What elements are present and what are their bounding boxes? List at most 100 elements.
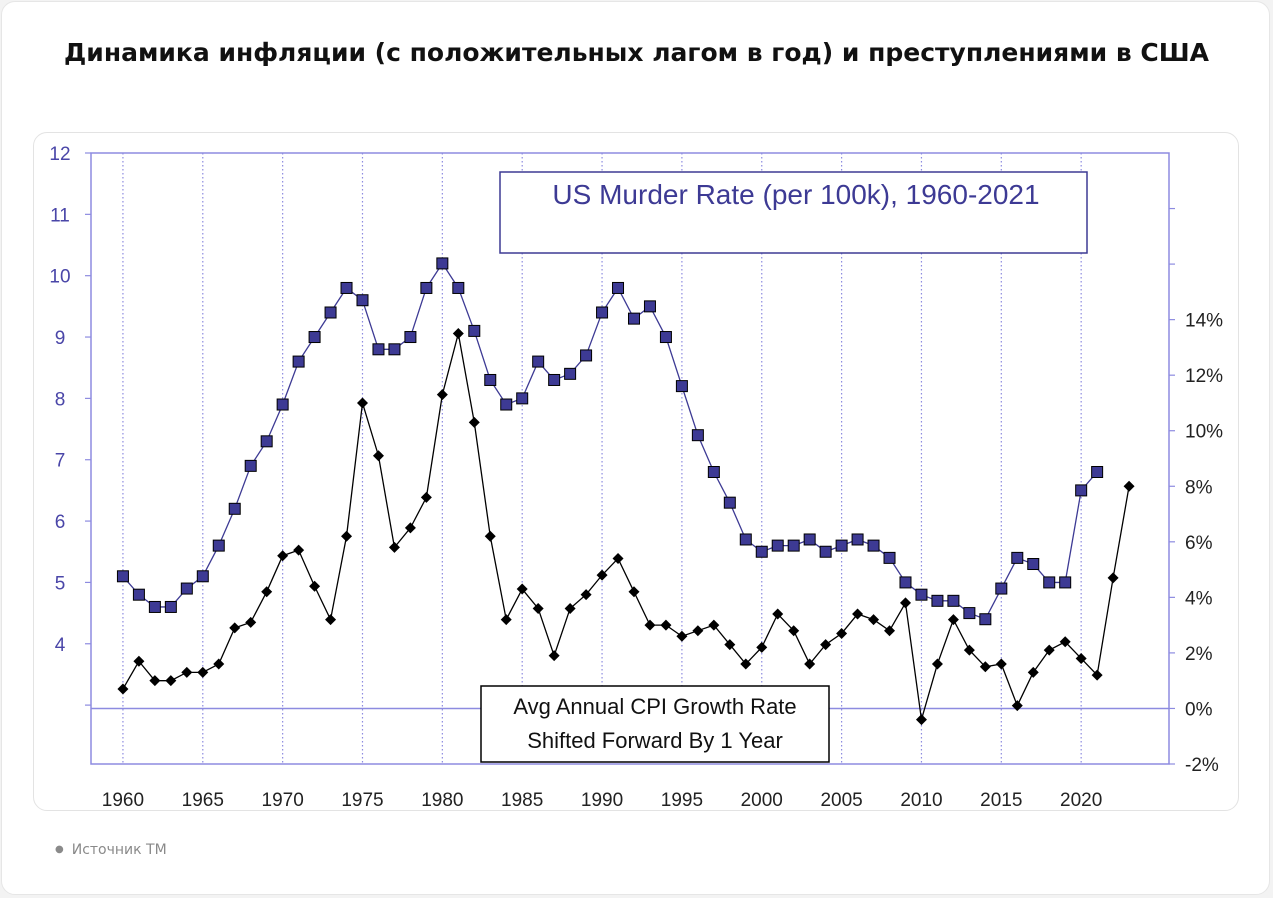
murder-rate-point	[1075, 484, 1088, 497]
bullet-icon: ●	[55, 844, 64, 855]
left-axis-tick-label: 10	[49, 267, 70, 288]
murder-rate-point	[931, 594, 944, 607]
cpi-point	[836, 627, 848, 639]
cpi-point	[947, 614, 959, 626]
cpi-point	[915, 714, 927, 726]
murder-rate-point	[612, 281, 625, 294]
axes: 4 5 6 7 8 9 10 11 12 -2% 0% 2% 4% 6% 8% 10% 12% 14% 1960 19…	[49, 144, 1223, 811]
cpi-point	[309, 580, 321, 592]
cpi-point	[740, 658, 752, 670]
murder-rate-point	[835, 539, 848, 552]
cpi-point	[931, 658, 943, 670]
murder-rate-series	[116, 257, 1104, 626]
cpi-point	[612, 552, 624, 564]
x-axis-tick-label: 1965	[182, 790, 224, 811]
cpi-point	[516, 583, 528, 595]
cpi-point	[1075, 652, 1087, 664]
cpi-point	[580, 589, 592, 601]
right-axis-tick-label: 14%	[1185, 311, 1223, 332]
cpi-point	[1107, 572, 1119, 584]
murder-rate-point	[372, 343, 385, 356]
murder-rate-point	[356, 294, 369, 307]
cpi-point	[532, 602, 544, 614]
murder-rate-point	[819, 545, 832, 558]
murder-rate-point	[659, 331, 672, 344]
chart-title-box: US Murder Rate (per 100k), 1960-2021	[499, 171, 1088, 254]
murder-rate-point	[292, 355, 305, 368]
murder-rate-point	[643, 300, 656, 313]
cpi-point	[772, 608, 784, 620]
murder-rate-point	[580, 349, 593, 362]
murder-rate-point	[468, 324, 481, 337]
plot-area	[91, 153, 1169, 764]
murder-rate-point	[276, 398, 289, 411]
murder-rate-point	[228, 502, 241, 515]
right-axis-tick-label: 8%	[1185, 477, 1213, 498]
right-axis-tick-label: 12%	[1185, 366, 1223, 387]
cpi-point	[820, 639, 832, 651]
cpi-point	[293, 544, 305, 556]
cpi-point	[277, 550, 289, 562]
murder-rate-point	[803, 533, 816, 546]
cpi-point	[899, 597, 911, 609]
source-note: ● Источник TM	[55, 842, 167, 858]
cpi-point	[1123, 480, 1135, 492]
chart-title-frame	[499, 171, 1088, 254]
murder-rate-point	[340, 281, 353, 294]
cpi-point	[229, 622, 241, 634]
cpi-series	[117, 328, 1135, 726]
murder-rate-point	[452, 281, 465, 294]
murder-rate-point	[404, 331, 417, 344]
murder-rate-point	[388, 343, 401, 356]
x-axis-tick-label: 1970	[262, 790, 304, 811]
cpi-point	[963, 644, 975, 656]
cpi-point	[245, 616, 257, 628]
murder-rate-point	[308, 331, 321, 344]
left-axis-tick-label: 11	[50, 205, 70, 226]
murder-rate-point	[979, 613, 992, 626]
x-axis-tick-label: 2015	[980, 790, 1022, 811]
cpi-point	[213, 658, 225, 670]
cpi-point	[372, 450, 384, 462]
right-axis-tick-label: 4%	[1185, 588, 1213, 609]
cpi-point	[500, 614, 512, 626]
murder-rate-point	[995, 582, 1008, 595]
cpi-point	[165, 675, 177, 687]
murder-rate-point	[420, 281, 433, 294]
cpi-point	[341, 530, 353, 542]
murder-rate-point	[260, 435, 273, 448]
cpi-point	[261, 586, 273, 598]
murder-rate-point	[484, 373, 497, 386]
cpi-point	[181, 666, 193, 678]
cpi-point	[756, 641, 768, 653]
murder-rate-point	[164, 600, 177, 613]
right-axis-tick-label: 0%	[1185, 699, 1213, 720]
x-axis-tick-label: 1960	[102, 790, 144, 811]
cpi-point	[676, 630, 688, 642]
cpi-point	[804, 658, 816, 670]
cpi-point	[1027, 666, 1039, 678]
x-axis-tick-label: 1975	[341, 790, 383, 811]
murder-rate-point	[787, 539, 800, 552]
murder-rate-point	[627, 312, 640, 325]
murder-rate-point	[532, 355, 545, 368]
cpi-point	[788, 625, 800, 637]
murder-rate-point	[516, 392, 529, 405]
cpi-annotation-line-2: Shifted Forward By 1 Year	[527, 728, 783, 753]
murder-rate-point	[132, 588, 145, 601]
murder-rate-point	[1043, 576, 1056, 589]
right-axis-tick-label: 6%	[1185, 533, 1213, 554]
cpi-point	[644, 619, 656, 631]
left-axis-tick-label: 5	[55, 573, 66, 594]
cpi-point	[197, 666, 209, 678]
cpi-point	[1043, 644, 1055, 656]
cpi-point	[852, 608, 864, 620]
chart-title: US Murder Rate (per 100k), 1960-2021	[552, 179, 1039, 210]
murder-rate-point	[244, 459, 257, 472]
cpi-point	[133, 655, 145, 667]
x-axis-tick-label: 1995	[661, 790, 703, 811]
left-axis-tick-label: 6	[55, 512, 66, 533]
x-axis-tick-label: 1990	[581, 790, 623, 811]
murder-rate-point	[755, 545, 768, 558]
source-text: Источник TM	[71, 842, 167, 858]
